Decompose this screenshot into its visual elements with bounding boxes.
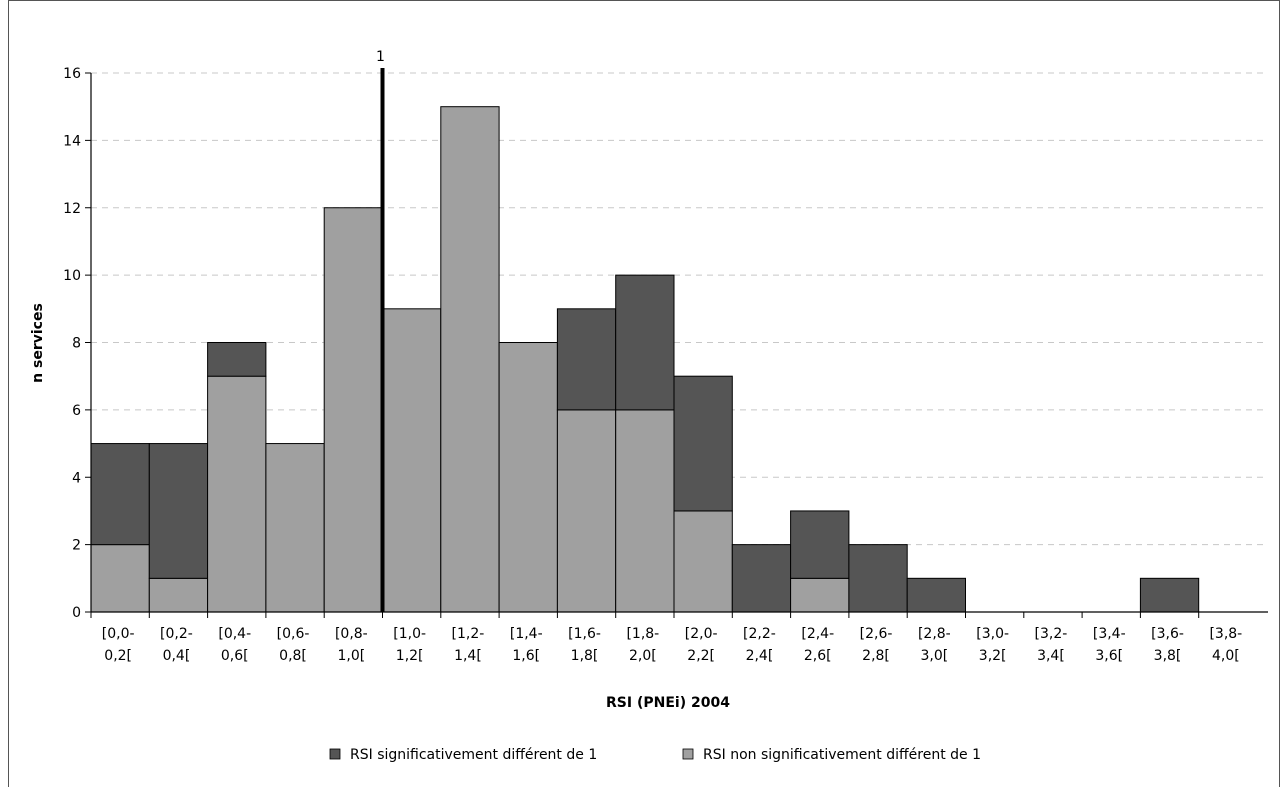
x-tick-label: [2,0- xyxy=(685,626,718,642)
bar-segment xyxy=(673,375,733,512)
x-tick-label: [3,6- xyxy=(1151,626,1184,642)
x-tick-label: 0,4[ xyxy=(163,648,191,664)
y-tick-label: 4 xyxy=(72,470,81,486)
legend-swatch xyxy=(329,748,341,760)
x-tick-label: [0,0- xyxy=(102,626,135,642)
bar-segment xyxy=(148,443,209,579)
legend-label: RSI significativement différent de 1 xyxy=(350,747,597,763)
x-tick-label: [1,4- xyxy=(510,626,543,642)
x-tick-label: [2,4- xyxy=(801,626,834,642)
y-tick-label: 14 xyxy=(63,133,81,149)
y-tick-label: 6 xyxy=(72,403,81,419)
x-tick-label: [0,2- xyxy=(160,626,193,642)
x-tick-label: 3,4[ xyxy=(1037,648,1065,664)
bar-segment xyxy=(731,544,792,613)
x-tick-label: 1,4[ xyxy=(454,648,482,664)
x-tick-label: 3,8[ xyxy=(1154,648,1182,664)
bar-segment xyxy=(1139,577,1200,613)
bar-segment xyxy=(848,544,908,613)
legend-label: RSI non significativement différent de 1 xyxy=(703,747,981,763)
x-tick-label: [2,8- xyxy=(918,626,951,642)
bar-segment xyxy=(440,106,500,613)
bar-segment xyxy=(382,308,442,613)
x-tick-label: [0,4- xyxy=(218,626,251,642)
x-tick-label: [3,2- xyxy=(1035,626,1068,642)
y-tick-label: 10 xyxy=(63,268,81,284)
x-tick-label: 2,8[ xyxy=(862,648,890,664)
x-tick-label: 1,2[ xyxy=(396,648,424,664)
bar-segment xyxy=(148,577,209,613)
axes xyxy=(85,68,1268,618)
x-tick-label: [3,4- xyxy=(1093,626,1126,642)
x-tick-label: 1,8[ xyxy=(571,648,599,664)
x-tick-label: [1,6- xyxy=(568,626,601,642)
reference-line-label: 1 xyxy=(376,49,385,65)
bar-segment xyxy=(906,577,967,613)
legend-swatch xyxy=(682,748,694,760)
y-axis-title: n services xyxy=(30,303,46,383)
bar-segment xyxy=(673,510,733,613)
bar-segment xyxy=(90,443,150,546)
bar-segment xyxy=(556,409,617,613)
x-tick-label: 0,6[ xyxy=(221,648,249,664)
bar-segment xyxy=(207,375,267,613)
x-tick-label: [2,2- xyxy=(743,626,776,642)
x-tick-label: 2,4[ xyxy=(746,648,774,664)
x-tick-label: 1,6[ xyxy=(512,648,540,664)
y-tick-label: 0 xyxy=(72,605,81,621)
bar-segment xyxy=(265,443,325,613)
tick-labels: 0 2 4 6 8 10 12 14 16 [0,0- 0,2[ [0,2- 0,4[ [0,4- 0,6[… xyxy=(63,49,1242,664)
bar-segment xyxy=(323,207,384,613)
x-tick-label: 0,2[ xyxy=(104,648,132,664)
legend: RSI significativement différent de 1 RSI … xyxy=(329,747,981,763)
bars xyxy=(90,106,1200,613)
x-tick-label: 2,2[ xyxy=(687,648,715,664)
bar-segment xyxy=(207,342,267,377)
chart-frame xyxy=(8,0,1280,787)
x-tick-label: 3,2[ xyxy=(979,648,1007,664)
x-tick-label: [1,8- xyxy=(626,626,659,642)
x-tick-label: 1,0[ xyxy=(337,648,365,664)
x-tick-label: [1,2- xyxy=(452,626,485,642)
x-tick-label: [2,6- xyxy=(860,626,893,642)
bar-segment xyxy=(615,274,675,411)
bar-segment xyxy=(790,510,850,579)
x-tick-label: 4,0[ xyxy=(1212,648,1240,664)
x-tick-label: [0,8- xyxy=(335,626,368,642)
y-tick-label: 16 xyxy=(63,66,81,82)
x-tick-label: [0,6- xyxy=(277,626,310,642)
y-tick-label: 12 xyxy=(63,201,81,217)
y-tick-label: 2 xyxy=(72,538,81,554)
x-tick-label: 2,6[ xyxy=(804,648,832,664)
y-tick-label: 8 xyxy=(72,336,81,352)
x-tick-label: 2,0[ xyxy=(629,648,657,664)
bar-segment xyxy=(556,308,617,411)
x-tick-label: [3,8- xyxy=(1209,626,1242,642)
bar-segment xyxy=(90,544,150,613)
bar-segment xyxy=(498,342,558,613)
x-tick-label: [1,0- xyxy=(393,626,426,642)
x-tick-label: 0,8[ xyxy=(279,648,307,664)
x-tick-label: 3,0[ xyxy=(920,648,948,664)
x-tick-label: [3,0- xyxy=(976,626,1009,642)
bar-segment xyxy=(615,409,675,613)
x-axis-title: RSI (PNEi) 2004 xyxy=(606,695,730,711)
x-tick-label: 3,6[ xyxy=(1095,648,1123,664)
bar-segment xyxy=(790,577,850,613)
